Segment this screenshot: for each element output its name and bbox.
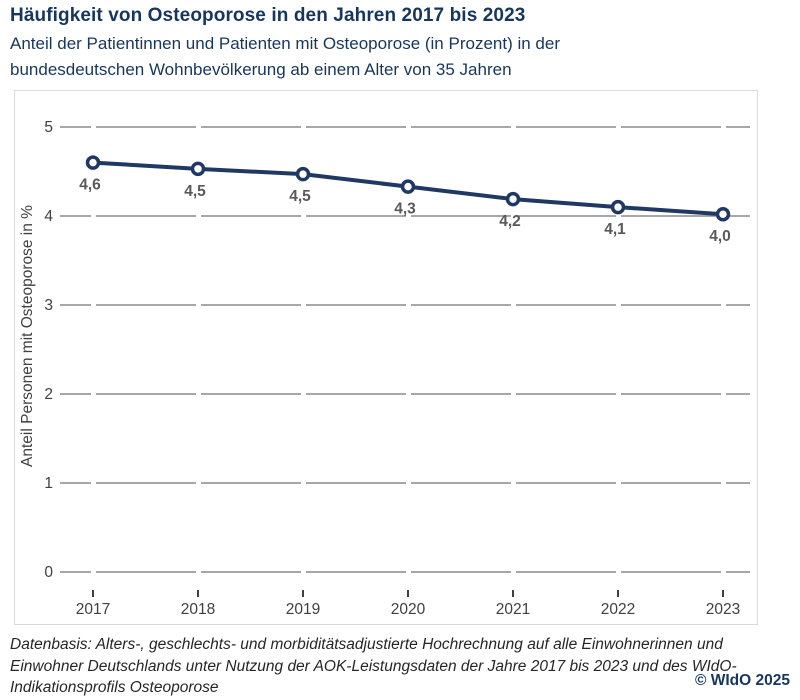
x-tick-label: 2019 — [286, 601, 320, 618]
x-tick-label: 2022 — [601, 601, 635, 618]
y-tick-label: 5 — [44, 119, 53, 136]
data-point-label: 4,0 — [709, 228, 731, 245]
x-tick-label: 2021 — [496, 601, 530, 618]
data-point — [715, 206, 731, 222]
x-tick-label: 2018 — [181, 601, 215, 618]
data-point — [505, 191, 521, 207]
data-point — [400, 179, 416, 194]
y-tick-label: 2 — [44, 386, 53, 403]
data-point — [85, 155, 101, 170]
y-tick-label: 4 — [44, 208, 53, 225]
data-point-label: 4,6 — [79, 177, 101, 194]
chart-svg: 0 1 2 3 4 5 Anteil Personen mit Osteoporose in… — [19, 119, 750, 618]
data-point-label: 4,5 — [289, 188, 311, 205]
data-point — [190, 161, 206, 177]
source-line-3: Indikationsprofils Osteoporose — [10, 679, 219, 696]
data-point-label: 4,3 — [394, 201, 416, 218]
source-line-2: Einwohner Deutschlands unter Nutzung der… — [10, 657, 737, 675]
subtitle-line-2: bundesdeutschen Wohnbevölkerung ab einem… — [10, 60, 512, 79]
subtitle-line-1: Anteil der Patientinnen und Patienten mi… — [10, 34, 560, 53]
page-title: Häufigkeit von Osteoporose in den Jahren… — [10, 5, 526, 26]
y-tick-label: 3 — [44, 297, 53, 314]
y-tick-label: 0 — [44, 564, 53, 581]
data-point-label: 4,1 — [604, 221, 626, 238]
source-line-1: Datenbasis: Alters-, geschlechts- und mo… — [10, 636, 723, 653]
x-tick-label: 2023 — [706, 601, 740, 618]
page-subtitle: Anteil der Patientinnen und Patienten mi… — [10, 31, 790, 83]
y-tick-label: 1 — [44, 475, 53, 492]
x-tick-label: 2020 — [391, 601, 426, 618]
data-point-label: 4,2 — [499, 213, 521, 230]
source-note: Datenbasis: Alters-, geschlechts- und mo… — [10, 634, 780, 699]
chart-area: 0 1 2 3 4 5 Anteil Personen mit Osteoporose in… — [14, 90, 758, 625]
copyright-label: © WIdO 2025 — [695, 672, 790, 689]
x-tick-label: 2017 — [76, 601, 110, 618]
y-axis-title: Anteil Personen mit Osteoporose in % — [19, 205, 36, 467]
data-point — [610, 199, 626, 215]
data-point-label: 4,5 — [184, 183, 206, 200]
data-point — [295, 166, 311, 182]
